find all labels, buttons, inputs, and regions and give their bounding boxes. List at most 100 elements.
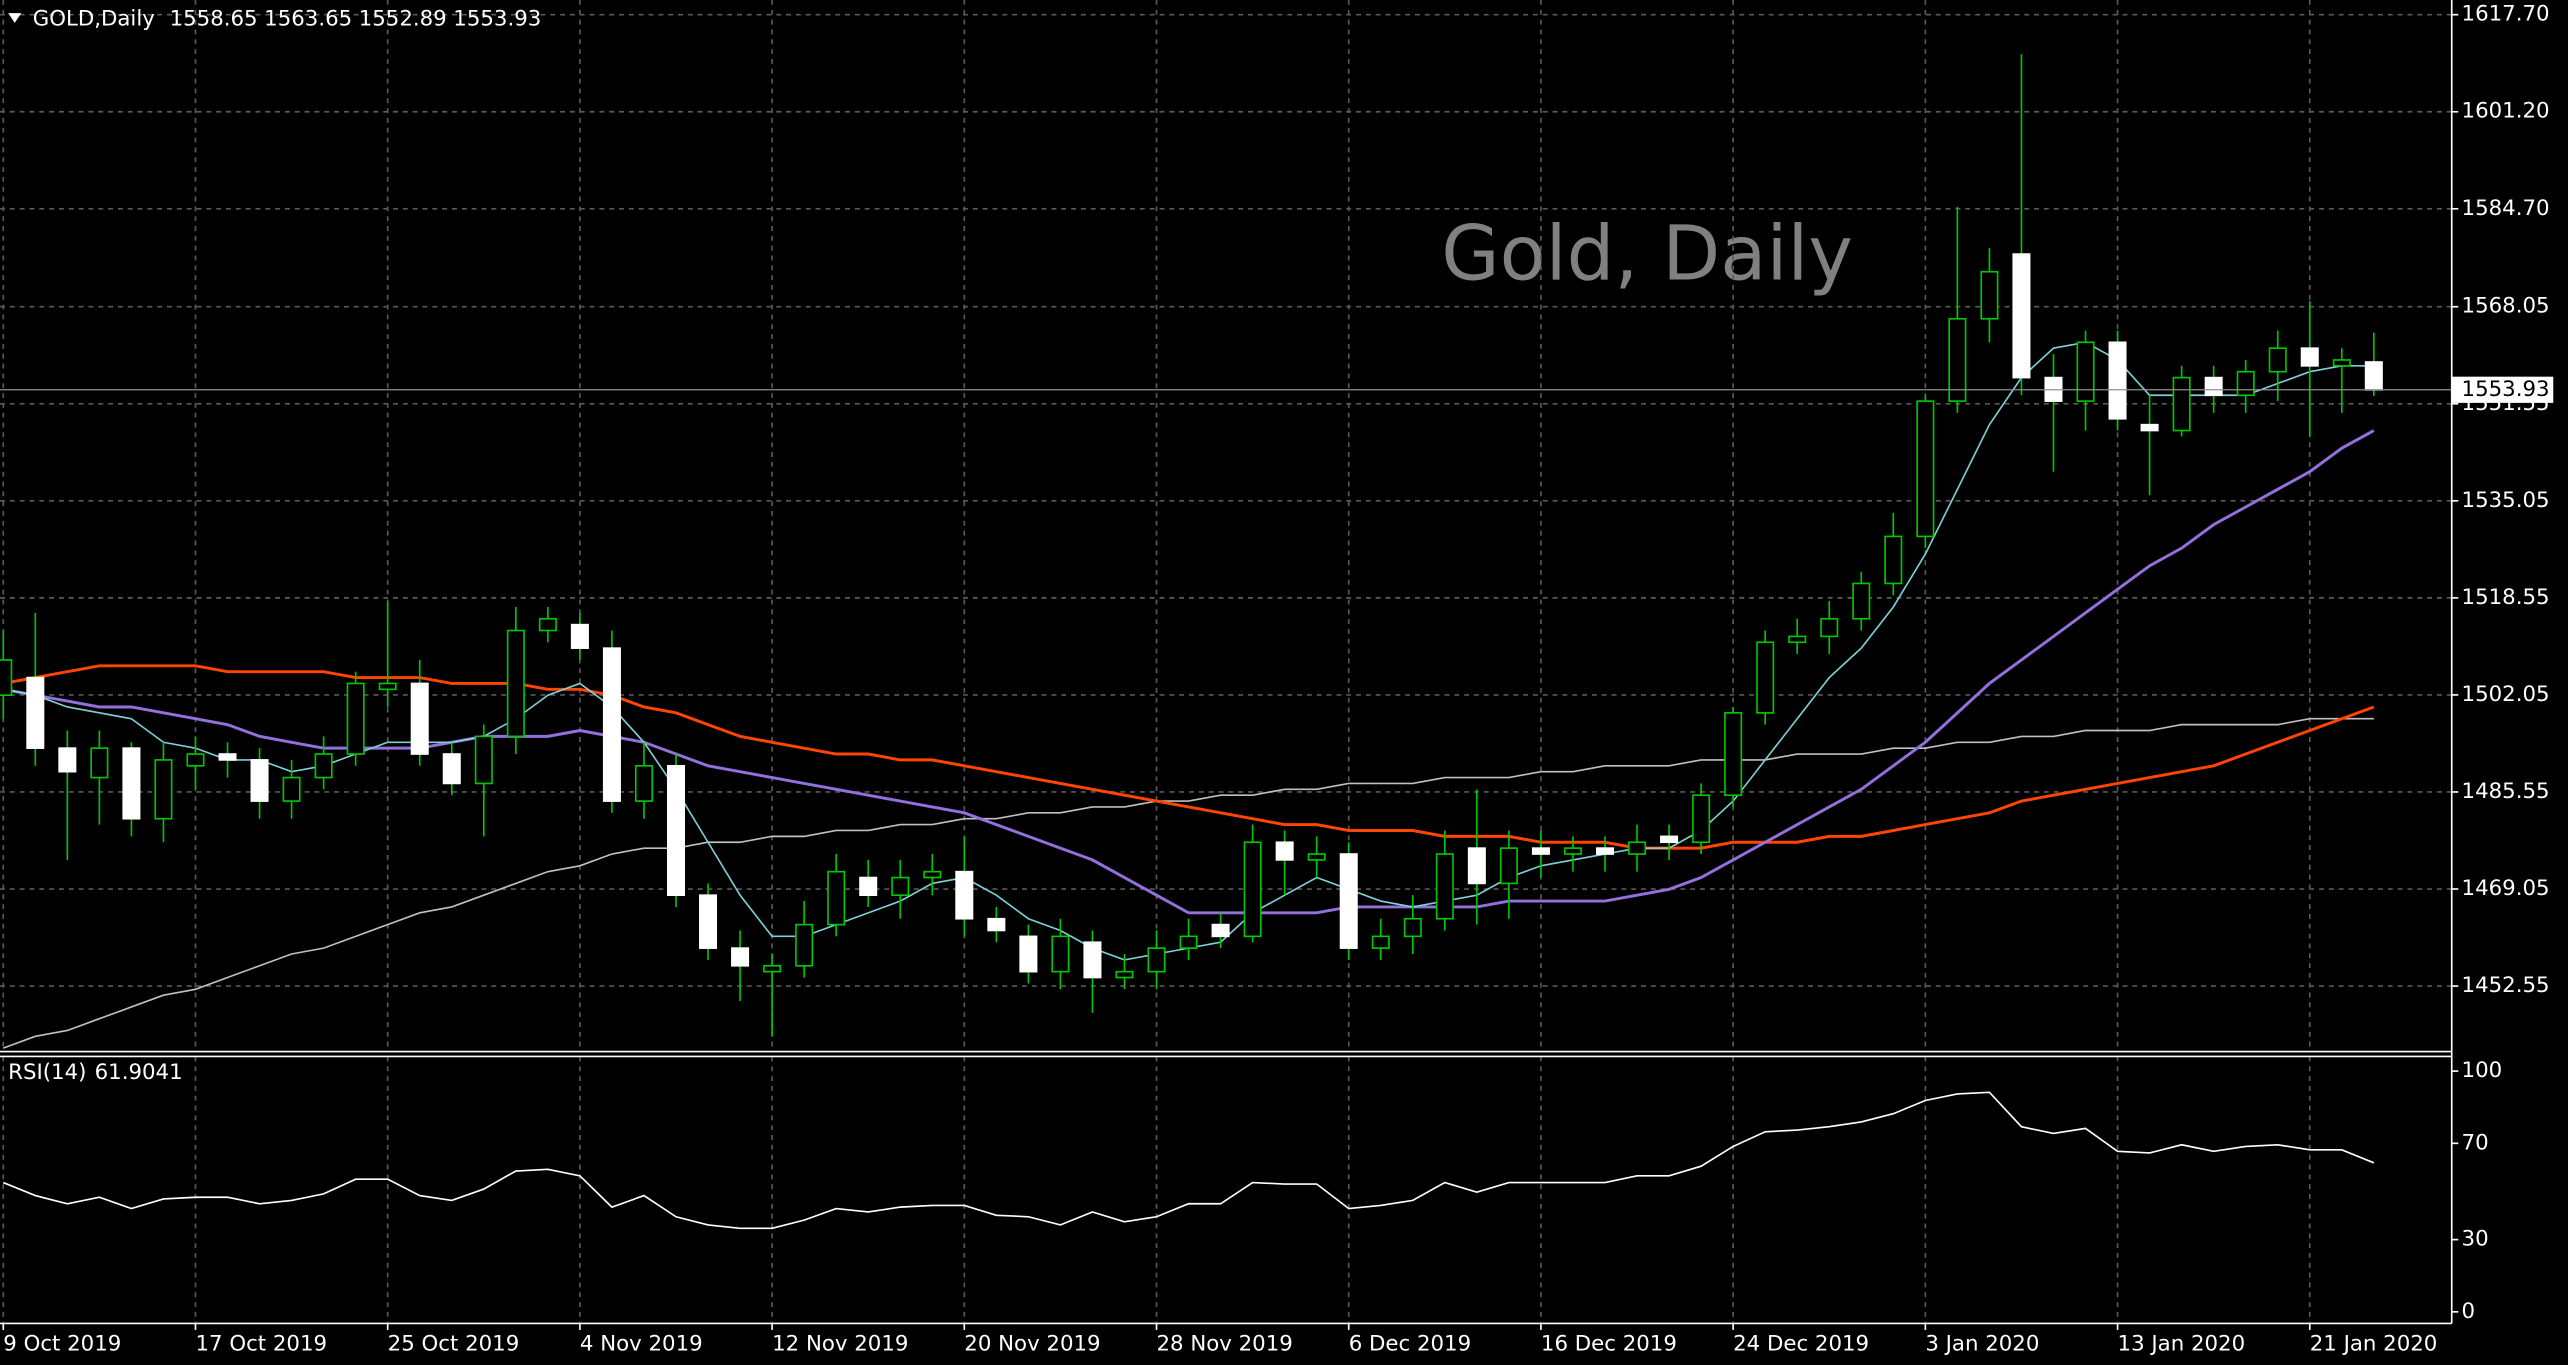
candle-body <box>506 629 525 738</box>
candle-body <box>1724 712 1743 797</box>
watermark: Gold, Daily <box>1441 209 1853 297</box>
candle-body <box>763 964 782 973</box>
candle-body <box>2332 359 2351 367</box>
candle-body <box>1884 535 1903 585</box>
plot-area <box>0 0 2452 1324</box>
candle-body <box>795 923 814 967</box>
x-tick-label: 28 Nov 2019 <box>1157 1332 1293 1357</box>
candle-body <box>1595 847 1615 855</box>
candle-body <box>2172 376 2191 432</box>
candle-body <box>58 747 77 773</box>
candle-body <box>891 876 910 897</box>
candle-body <box>346 682 365 755</box>
y-tick-label: 1518.55 <box>2462 585 2550 610</box>
candle-body <box>1243 841 1262 938</box>
candle-body <box>1948 317 1967 402</box>
candle-body <box>2268 347 2287 373</box>
candle-body <box>1307 853 1326 861</box>
candle-body <box>442 753 461 785</box>
candle-body <box>538 617 557 632</box>
x-tick-label: 21 Jan 2020 <box>2310 1332 2438 1357</box>
x-tick-label: 3 Jan 2020 <box>1925 1332 2039 1357</box>
candle-body <box>1531 847 1550 855</box>
candle-body <box>218 753 237 761</box>
candle-body <box>1115 970 1134 979</box>
candle-body <box>1692 794 1711 844</box>
candle-body <box>2140 423 2159 432</box>
candle-body <box>314 753 333 779</box>
candle-body <box>282 776 301 802</box>
candle-body <box>1275 841 1294 861</box>
candle-body <box>1019 935 1038 973</box>
candle-body <box>859 876 878 897</box>
candle-body <box>827 870 846 926</box>
moving-average <box>3 429 2375 915</box>
chart-header: GOLD,Daily 1558.65 1563.65 1552.89 1553.93 <box>33 7 542 32</box>
candle-body <box>122 747 141 820</box>
y-tick-label: 1568.05 <box>2462 294 2550 319</box>
rsi-line <box>2 1091 2375 1230</box>
x-tick-label: 4 Nov 2019 <box>580 1332 703 1357</box>
y-tick-label: 0 <box>2462 1299 2476 1324</box>
candle-body <box>90 747 109 779</box>
x-tick-label: 25 Oct 2019 <box>388 1332 520 1357</box>
header-high: 1563.65 <box>264 7 352 32</box>
y-tick-label: 1485.55 <box>2462 779 2550 804</box>
symbol-title: GOLD,Daily <box>33 7 155 32</box>
candle-body <box>250 759 269 802</box>
candle-body <box>154 759 173 820</box>
rsi-current: 61.9041 <box>95 1060 183 1085</box>
candle-body <box>634 764 653 802</box>
candle-body <box>2076 341 2095 402</box>
candle-body <box>666 764 686 897</box>
candle-body <box>1916 400 1935 538</box>
candle-body <box>1371 935 1390 949</box>
x-tick-label: 20 Nov 2019 <box>964 1332 1100 1357</box>
candle-body <box>2300 347 2319 367</box>
y-tick-label: 100 <box>2462 1058 2503 1083</box>
candle-body <box>1852 582 1871 620</box>
y-tick-label: 30 <box>2462 1227 2489 1252</box>
rsi-title: RSI(14) <box>8 1060 86 1085</box>
rsi-header: RSI(14) 61.9041 <box>8 1060 182 1085</box>
candle-body <box>699 894 718 949</box>
candle-body <box>1467 847 1486 885</box>
candle-body <box>1403 917 1422 938</box>
current-price-box <box>2451 376 2554 403</box>
header-low: 1552.89 <box>359 7 447 32</box>
x-tick-label: 16 Dec 2019 <box>1541 1332 1677 1357</box>
header-close: 1553.93 <box>453 7 541 32</box>
candle-body <box>1083 941 1102 979</box>
candle-body <box>186 753 205 767</box>
candle-body <box>1339 853 1358 949</box>
y-tick-label: 1469.05 <box>2462 876 2550 901</box>
y-tick-label: 1502.05 <box>2462 682 2550 707</box>
y-tick-label: 70 <box>2462 1130 2489 1155</box>
candle-body <box>1499 847 1518 885</box>
candle-body <box>2364 361 2383 391</box>
y-tick-label: 1617.70 <box>2462 2 2550 27</box>
candle-body <box>1179 935 1198 949</box>
candle-body <box>1051 935 1070 973</box>
menu-triangle[interactable] <box>8 13 22 23</box>
candle-body <box>1563 847 1582 855</box>
candle-body <box>26 676 45 749</box>
y-tick-label: 1584.70 <box>2462 196 2550 221</box>
candle-body <box>602 647 621 802</box>
y-tick-label: 1601.20 <box>2462 99 2550 124</box>
x-tick-label: 24 Dec 2019 <box>1733 1332 1869 1357</box>
moving-average <box>2 717 2374 1049</box>
candle-body <box>0 659 13 697</box>
current-price-label: 1553.93 <box>2462 377 2550 402</box>
candle-body <box>2204 376 2223 397</box>
y-tick-label: 1452.55 <box>2462 973 2550 998</box>
candle-body <box>1147 947 1166 973</box>
candle-body <box>2236 370 2255 397</box>
candle-body <box>955 870 974 920</box>
candle-body <box>1820 617 1839 638</box>
x-tick-label: 12 Nov 2019 <box>772 1332 908 1357</box>
candle-body <box>923 870 942 879</box>
